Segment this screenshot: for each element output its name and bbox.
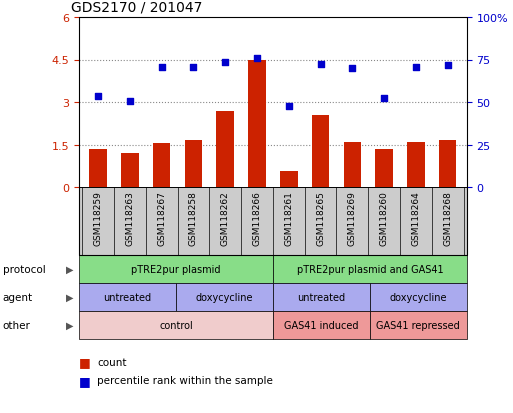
Text: GAS41 induced: GAS41 induced [284, 320, 359, 330]
Text: GSM118269: GSM118269 [348, 191, 357, 246]
Text: doxycycline: doxycycline [195, 292, 253, 302]
Text: GSM118263: GSM118263 [125, 191, 134, 246]
Point [221, 60, 229, 66]
Point [157, 64, 166, 71]
Bar [312, 116, 329, 188]
Text: GSM118259: GSM118259 [93, 191, 103, 246]
Text: GAS41 repressed: GAS41 repressed [377, 320, 460, 330]
Text: ■: ■ [79, 374, 91, 387]
Bar [153, 144, 170, 188]
Point [126, 98, 134, 104]
Text: pTRE2pur plasmid and GAS41: pTRE2pur plasmid and GAS41 [297, 264, 443, 274]
Text: untreated: untreated [104, 292, 151, 302]
Text: GDS2170 / 201047: GDS2170 / 201047 [71, 0, 203, 14]
Text: GSM118260: GSM118260 [380, 191, 389, 246]
Text: ▶: ▶ [66, 264, 74, 274]
Text: GSM118262: GSM118262 [221, 191, 230, 246]
Bar [376, 150, 393, 188]
Text: ▶: ▶ [66, 320, 74, 330]
Bar [280, 172, 298, 188]
Text: GSM118266: GSM118266 [252, 191, 262, 246]
Text: agent: agent [3, 292, 33, 302]
Text: ▶: ▶ [66, 292, 74, 302]
Bar [216, 111, 234, 188]
Text: GSM118267: GSM118267 [157, 191, 166, 246]
Point [189, 64, 198, 71]
Text: GSM118264: GSM118264 [411, 191, 421, 246]
Text: GSM118268: GSM118268 [443, 191, 452, 246]
Point [94, 94, 102, 100]
Text: control: control [159, 320, 193, 330]
Text: ■: ■ [79, 356, 91, 368]
Point [285, 104, 293, 110]
Text: GSM118265: GSM118265 [316, 191, 325, 246]
Bar [407, 142, 425, 188]
Text: GSM118261: GSM118261 [284, 191, 293, 246]
Point [444, 63, 452, 69]
Bar [248, 60, 266, 188]
Point [317, 61, 325, 68]
Text: percentile rank within the sample: percentile rank within the sample [97, 375, 273, 385]
Text: protocol: protocol [3, 264, 45, 274]
Bar [439, 141, 457, 188]
Text: untreated: untreated [298, 292, 345, 302]
Bar [344, 142, 361, 188]
Text: count: count [97, 357, 127, 367]
Bar [121, 154, 139, 188]
Point [253, 56, 261, 62]
Point [380, 95, 388, 102]
Point [348, 66, 357, 72]
Bar [185, 141, 202, 188]
Text: pTRE2pur plasmid: pTRE2pur plasmid [131, 264, 221, 274]
Text: doxycycline: doxycycline [389, 292, 447, 302]
Text: other: other [3, 320, 30, 330]
Text: GSM118258: GSM118258 [189, 191, 198, 246]
Bar [89, 150, 107, 188]
Point [412, 64, 420, 71]
